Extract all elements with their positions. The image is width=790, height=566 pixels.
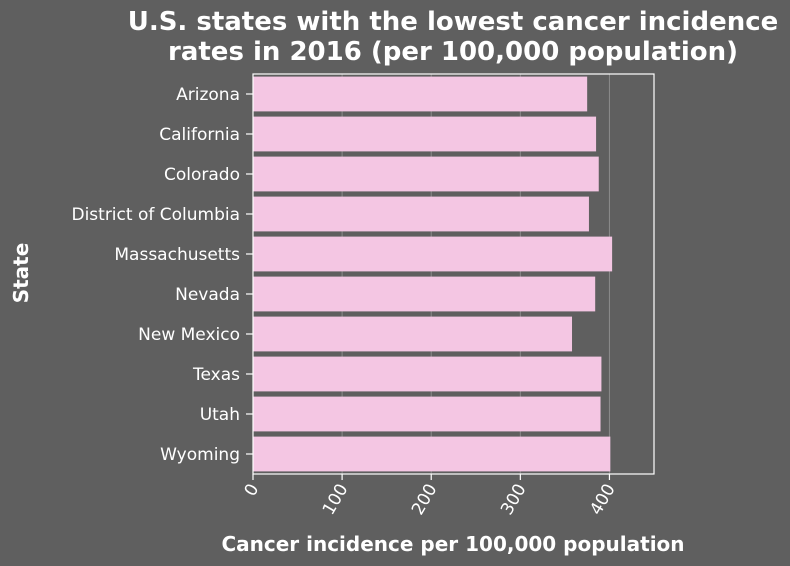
bar [253,236,613,272]
bar [253,276,596,312]
x-tick-label: 200 [408,481,442,519]
y-tick-label: Nevada [175,285,240,305]
bar [253,76,588,112]
bar [253,396,601,432]
plot-frame [252,73,655,475]
x-tick-label: 300 [497,481,531,519]
x-axis-title: Cancer incidence per 100,000 population [221,532,684,556]
x-tick-label: 0 [241,481,264,500]
bars [253,76,613,472]
y-tick-label: Texas [192,365,240,385]
bar [253,196,589,232]
y-tick-label: California [159,125,240,145]
bar [253,436,611,472]
y-axis-title: State [9,243,33,304]
y-tick-label: Colorado [164,165,240,185]
bar [253,356,602,392]
y-tick-label: Utah [200,405,240,425]
y-tick-label: District of Columbia [71,205,240,225]
y-tick-label: Arizona [176,85,240,105]
bar [253,316,573,352]
chart-title-line-1: U.S. states with the lowest cancer incid… [128,7,779,37]
x-axis-ticks: 0 100 200 300 400 [241,474,620,519]
x-tick-label: 400 [586,481,620,519]
y-axis-ticks: Arizona California Colorado District of Col… [71,85,253,465]
y-tick-label: New Mexico [138,325,240,345]
x-tick-label: 100 [319,481,353,519]
y-tick-label: Massachusetts [114,245,240,265]
bar [253,156,599,192]
bar [253,116,597,152]
y-tick-label: Wyoming [160,445,240,465]
chart-title-line-2: rates in 2016 (per 100,000 population) [168,37,738,67]
